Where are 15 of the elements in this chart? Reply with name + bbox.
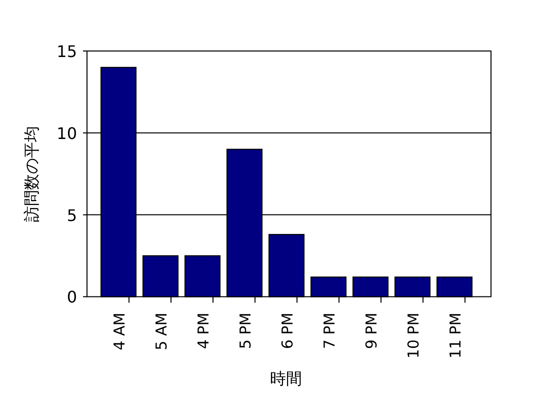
x-tick-label: 9 PM (362, 312, 380, 350)
x-tick-label: 4 AM (110, 312, 128, 350)
x-tick-label: 5 PM (236, 312, 254, 350)
x-tick-label: 4 PM (194, 312, 212, 350)
x-tick-label: 6 PM (278, 312, 296, 350)
y-tick-label: 15 (56, 42, 77, 61)
y-tick-label: 5 (66, 206, 77, 225)
x-tick-label: 5 AM (152, 312, 170, 350)
x-axis-title: 時間 (270, 369, 302, 388)
y-axis-title: 訪問数の平均 (22, 126, 41, 222)
y-tick-label: 10 (56, 124, 77, 143)
x-tick-label: 10 PM (404, 312, 422, 359)
x-tick-label: 11 PM (446, 312, 464, 359)
x-tick-label: 7 PM (320, 312, 338, 350)
y-tick-label: 0 (66, 288, 77, 307)
